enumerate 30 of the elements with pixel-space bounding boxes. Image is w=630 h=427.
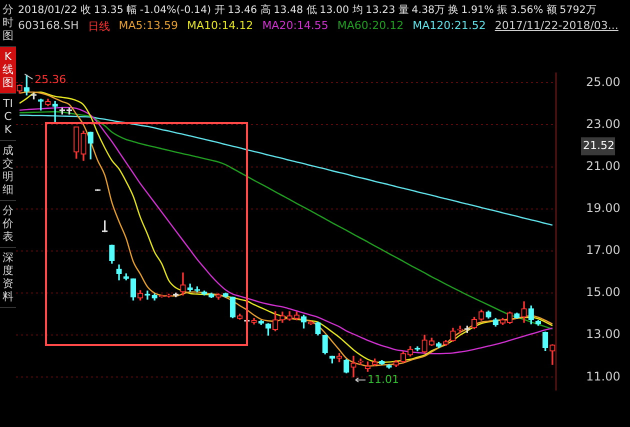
text: MA20:14.55	[262, 19, 328, 34]
text: MA5:13.59	[118, 19, 178, 34]
y-tick-label: 11.00	[586, 369, 620, 384]
text: K线图	[0, 47, 16, 94]
text: TICK	[0, 94, 16, 141]
text: 分时图	[0, 0, 16, 47]
y-tick-label: 17.00	[586, 243, 620, 258]
text: MA120:21.52	[412, 19, 486, 34]
text: 603168.SH	[18, 19, 79, 34]
text: MA60:20.12	[337, 19, 404, 34]
text: 成交明细	[0, 141, 16, 201]
line-series	[18, 114, 554, 226]
y-tick-label: 21.00	[586, 158, 620, 173]
candlestick	[350, 356, 356, 378]
text: MA10:14.12	[186, 19, 254, 34]
y-tick-label: 25.00	[586, 74, 620, 89]
text: 深度资料	[0, 248, 16, 308]
annotation: 25.36	[34, 72, 66, 86]
y-tick-label: 15.00	[586, 285, 620, 300]
y-tick-label: 23.00	[586, 116, 620, 131]
candlestick	[52, 101, 58, 124]
text: 2017/11/22-2018/03...	[494, 19, 618, 34]
candlestick	[457, 326, 463, 334]
text: 分价表	[0, 201, 16, 248]
text: 日线	[88, 19, 110, 34]
annotation: 11.01	[368, 372, 399, 386]
chart-title: 2018/01/22 收 13.35 幅 -1.04%(-0.14) 开 13.46 高 13.48 低 13.00 均 13.23 量 4.38万 换 1.91% 振 3.56% 额 5792万	[18, 3, 596, 17]
y-tick-label: 19.00	[586, 201, 620, 216]
y-tick-label: 13.00	[586, 327, 620, 342]
text: 21.52	[583, 139, 614, 152]
